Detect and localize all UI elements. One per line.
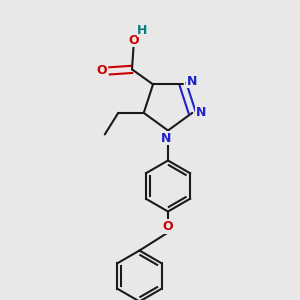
Text: N: N: [187, 75, 197, 88]
Text: N: N: [196, 106, 206, 119]
Text: O: O: [97, 64, 107, 77]
Text: H: H: [137, 24, 148, 37]
Text: N: N: [161, 131, 172, 145]
Text: O: O: [163, 220, 173, 233]
Text: O: O: [128, 34, 139, 47]
